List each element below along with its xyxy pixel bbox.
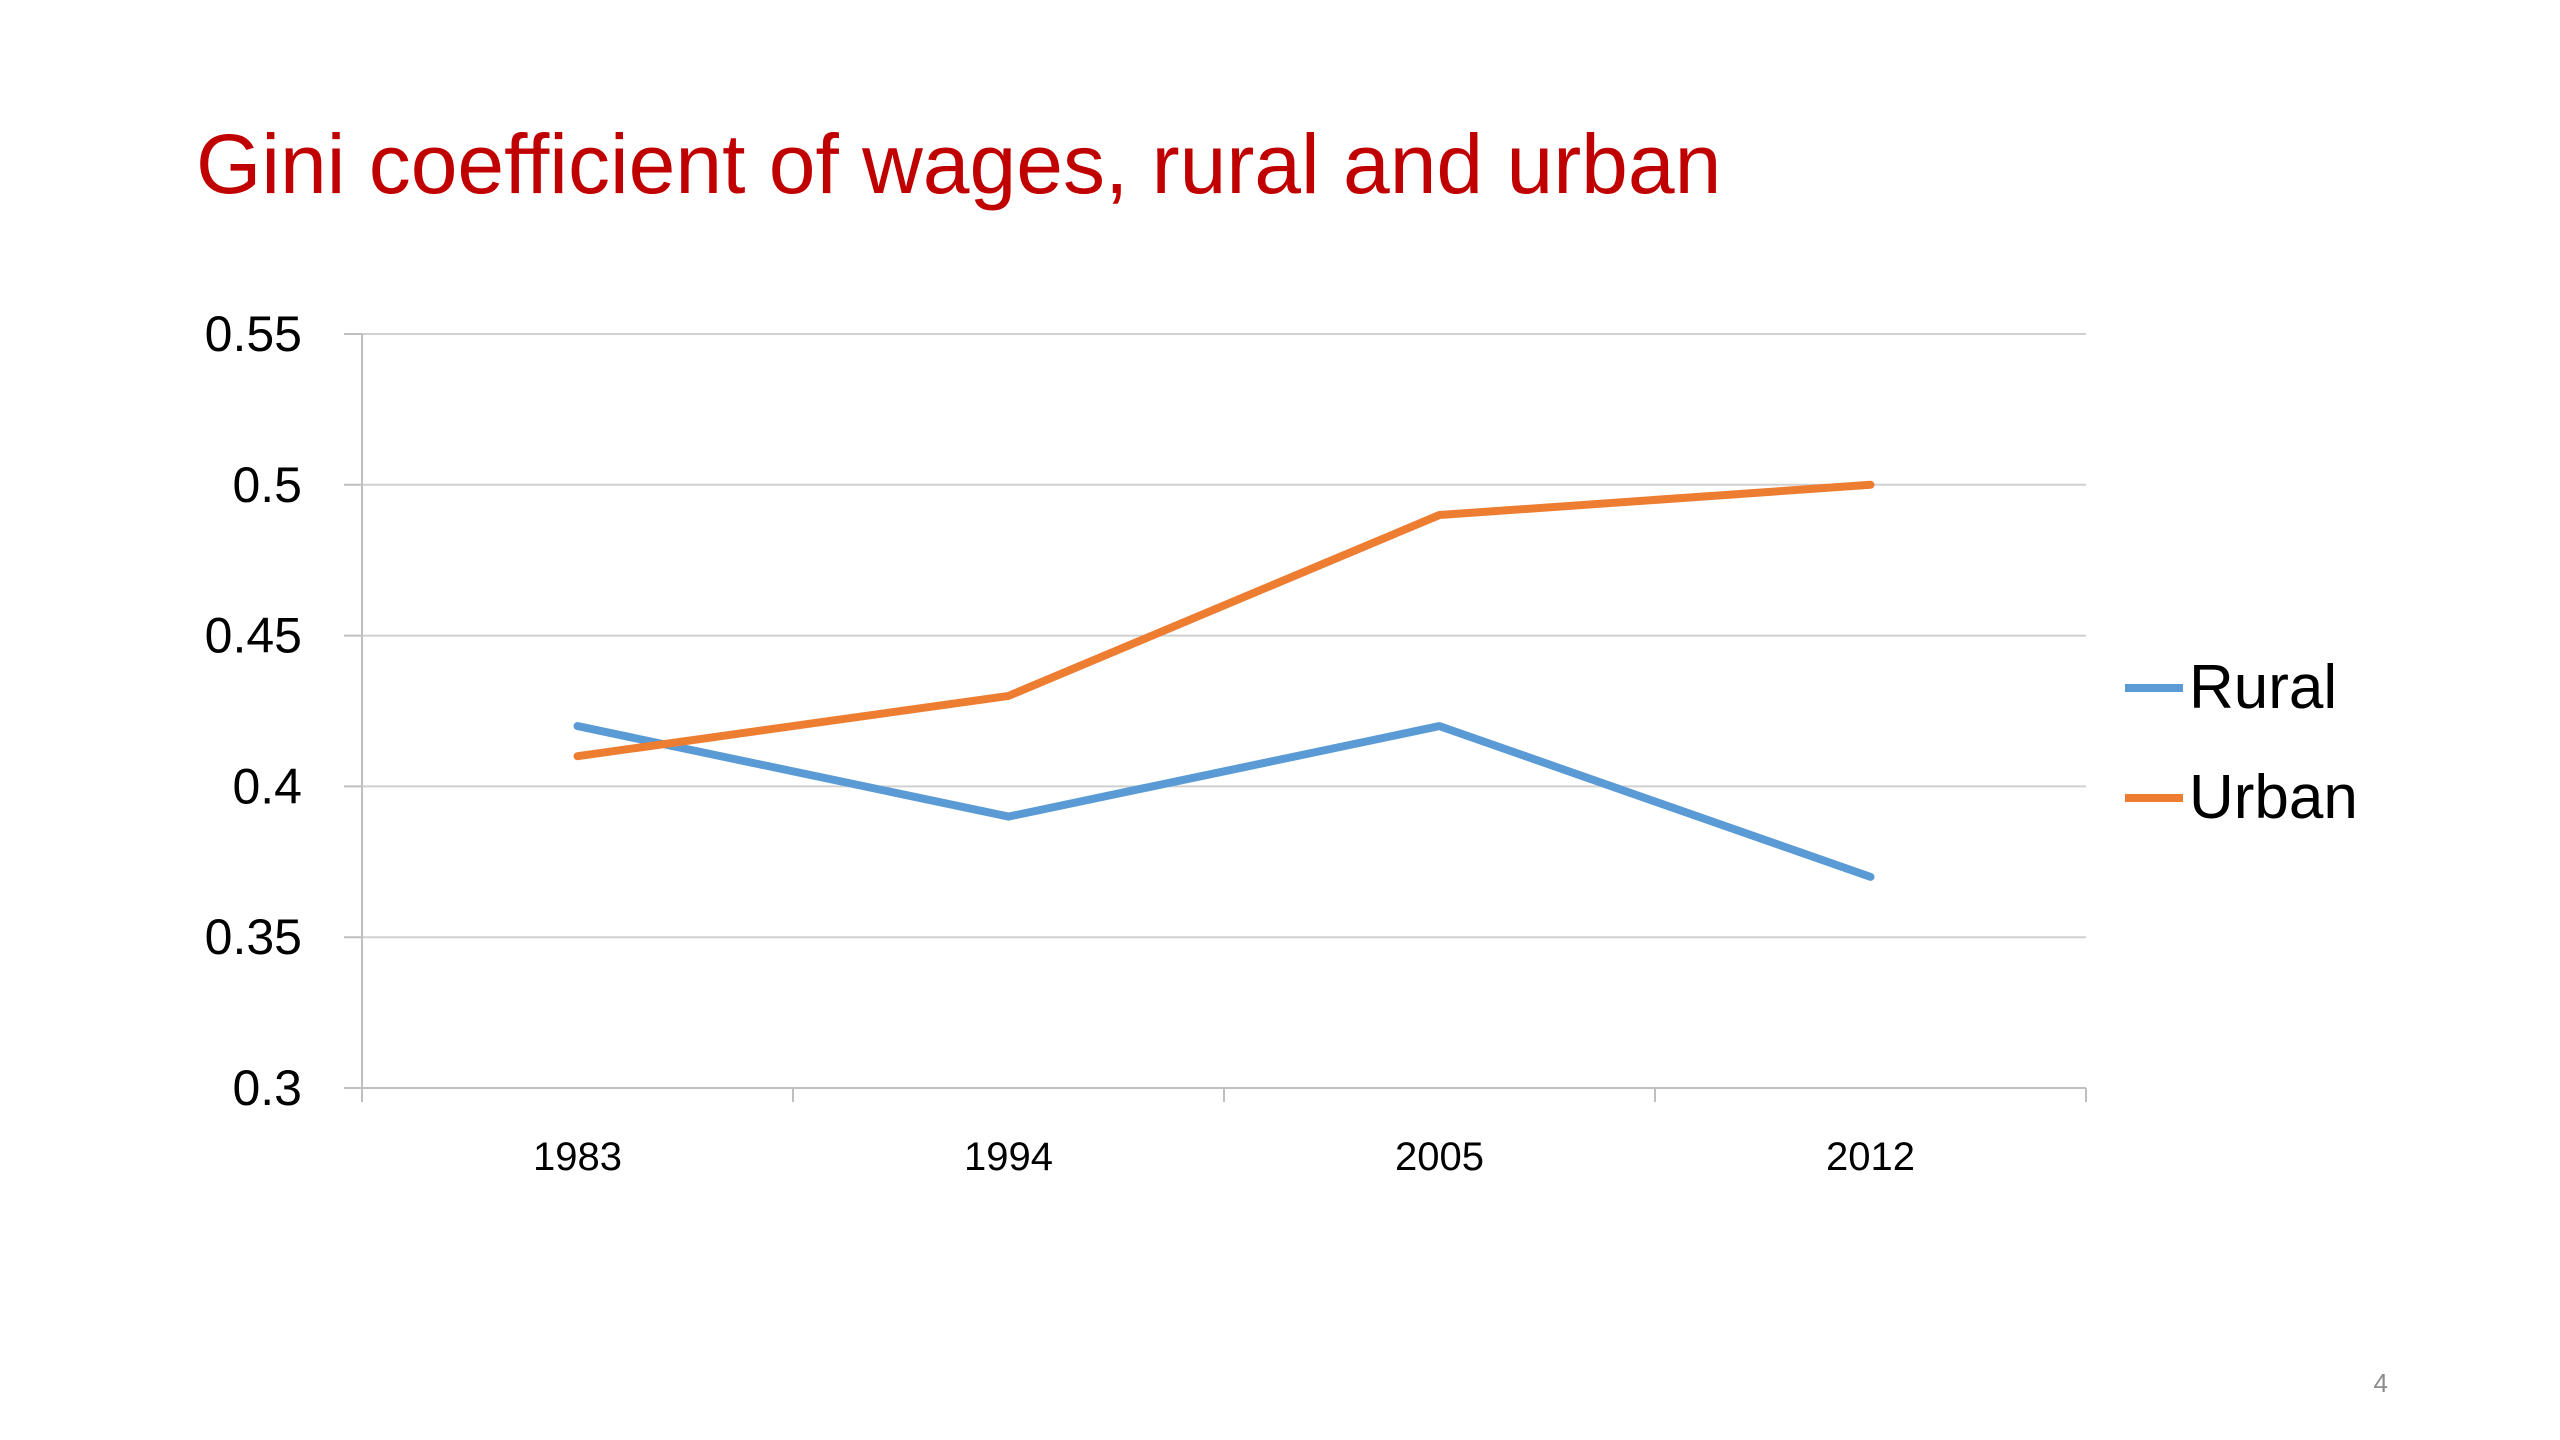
slide-title: Gini coefficient of wages, rural and urb… (196, 117, 1722, 211)
axes (344, 333, 2087, 1102)
y-tick-label: 0.55 (205, 306, 302, 362)
x-tick-label: 1983 (533, 1135, 622, 1179)
y-tick-label: 0.3 (232, 1060, 302, 1116)
x-tick-label: 2012 (1826, 1135, 1915, 1179)
series-lines (573, 480, 1875, 881)
y-tick-label: 0.4 (232, 758, 302, 814)
x-tick-label: 1994 (964, 1135, 1053, 1179)
series-line-urban (573, 480, 1875, 761)
legend-label-urban: Urban (2189, 763, 2358, 832)
gridlines (362, 333, 2086, 939)
y-axis-tick-labels: 0.3 0.35 0.4 0.45 0.5 0.55 (205, 306, 302, 1116)
y-tick-label: 0.5 (232, 457, 302, 513)
page-number: 4 (2373, 1368, 2388, 1398)
x-tick-label: 2005 (1395, 1135, 1484, 1179)
legend-label-rural: Rural (2189, 653, 2337, 722)
legend: Rural Urban (2125, 653, 2358, 832)
series-line-rural (573, 722, 1875, 881)
y-tick-label: 0.35 (205, 909, 302, 965)
x-axis-tick-labels: 1983 1994 2005 2012 (533, 1135, 1915, 1179)
y-tick-label: 0.45 (205, 608, 302, 664)
